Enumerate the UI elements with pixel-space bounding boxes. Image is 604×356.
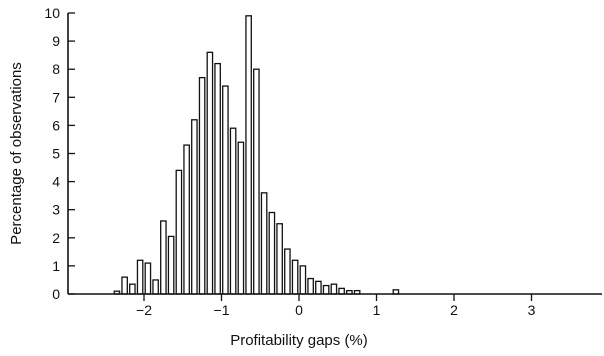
x-tick-label: 1	[373, 302, 381, 318]
histogram-bar	[268, 211, 276, 295]
y-tick-label: 5	[52, 146, 60, 162]
y-tick-label: 9	[52, 33, 60, 49]
y-axis-ticks: 0 1 2 3 4 5 6 7 8 9 10	[44, 5, 75, 302]
y-tick-label: 6	[52, 117, 60, 133]
histogram-bar	[206, 51, 214, 295]
x-tick-label: 3	[528, 302, 536, 318]
x-tick-label: −2	[136, 302, 152, 318]
histogram-bar	[338, 287, 345, 295]
histogram-bar	[237, 141, 245, 295]
histogram-bar	[307, 277, 314, 295]
histogram-bars	[113, 15, 400, 295]
histogram-bar	[299, 265, 307, 295]
histogram-bar	[152, 279, 159, 295]
x-tick-label: 0	[295, 302, 303, 318]
histogram-bar	[245, 15, 252, 295]
y-tick-label: 8	[52, 61, 60, 77]
x-axis-ticks: −2 −1 0 1 2 3	[136, 294, 536, 318]
histogram-bar	[160, 220, 167, 295]
histogram-bar	[183, 144, 190, 295]
x-tick-label: 2	[450, 302, 458, 318]
histogram-bar	[276, 223, 283, 295]
histogram-bar	[136, 259, 144, 295]
histogram-bar	[175, 169, 183, 295]
histogram-bar	[214, 62, 221, 295]
x-axis-title: Profitability gaps (%)	[230, 332, 368, 349]
y-tick-label: 10	[44, 5, 60, 21]
y-axis-title: Percentage of observations	[8, 62, 25, 245]
histogram-bar	[315, 280, 322, 295]
histogram-bar	[167, 235, 175, 295]
y-tick-label: 3	[52, 202, 60, 218]
y-tick-label: 4	[52, 174, 60, 190]
histogram-bar	[260, 192, 268, 295]
y-tick-label: 2	[52, 230, 60, 246]
histogram-bar	[198, 76, 206, 295]
y-tick-label: 0	[52, 286, 60, 302]
y-tick-label: 1	[52, 258, 60, 274]
histogram-bar	[284, 248, 291, 295]
histogram-bar	[129, 283, 136, 295]
histogram-bar	[330, 283, 338, 295]
histogram-bar	[121, 276, 128, 295]
histogram-bar	[253, 68, 260, 295]
histogram-bar	[291, 259, 299, 295]
histogram-bar	[222, 85, 229, 295]
histogram-bar	[191, 119, 198, 295]
histogram-bar	[144, 262, 152, 295]
histogram-bar	[229, 127, 237, 295]
x-tick-label: −1	[214, 302, 230, 318]
histogram-bar	[322, 284, 330, 295]
y-tick-label: 7	[52, 89, 60, 105]
